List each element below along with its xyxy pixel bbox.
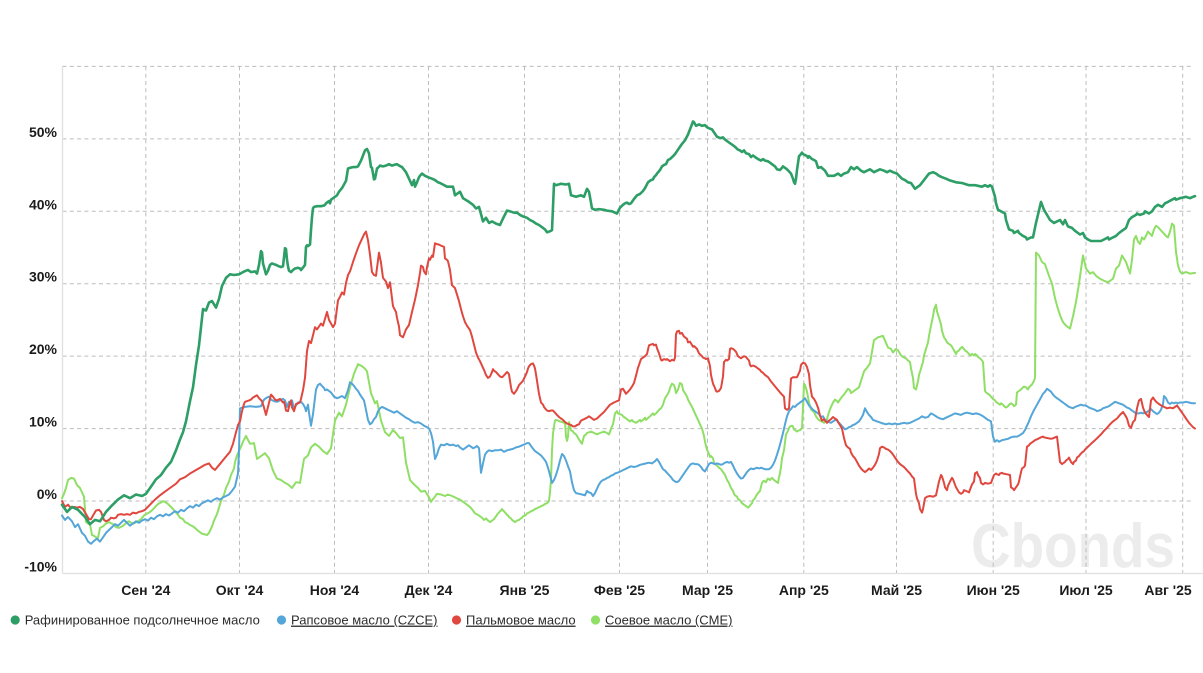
svg-text:Сен '24: Сен '24 bbox=[121, 582, 170, 598]
svg-text:20%: 20% bbox=[29, 341, 58, 357]
svg-text:Мар '25: Мар '25 bbox=[682, 582, 733, 598]
svg-text:Янв '25: Янв '25 bbox=[500, 582, 550, 598]
svg-text:40%: 40% bbox=[29, 196, 58, 212]
svg-text:Пальмовое масло: Пальмовое масло bbox=[466, 613, 576, 628]
svg-text:Ноя '24: Ноя '24 bbox=[310, 582, 360, 598]
svg-text:-10%: -10% bbox=[24, 559, 57, 575]
svg-text:Фев '25: Фев '25 bbox=[594, 582, 645, 598]
svg-text:Авг '25: Авг '25 bbox=[1144, 582, 1192, 598]
svg-text:0%: 0% bbox=[37, 486, 58, 502]
svg-text:Июл '25: Июл '25 bbox=[1059, 582, 1113, 598]
svg-text:Cbonds: Cbonds bbox=[971, 512, 1175, 581]
svg-text:Июн '25: Июн '25 bbox=[967, 582, 1020, 598]
svg-text:Рапсовое масло (CZCE): Рапсовое масло (CZCE) bbox=[291, 613, 438, 628]
svg-text:Окт '24: Окт '24 bbox=[216, 582, 264, 598]
svg-text:Соевое масло (CME): Соевое масло (CME) bbox=[605, 613, 732, 628]
svg-text:Рафинированное подсолнечное ма: Рафинированное подсолнечное масло bbox=[25, 613, 260, 628]
svg-text:Май '25: Май '25 bbox=[871, 582, 922, 598]
svg-text:Дек '24: Дек '24 bbox=[405, 582, 453, 598]
svg-text:10%: 10% bbox=[29, 414, 58, 430]
svg-text:Апр '25: Апр '25 bbox=[779, 582, 829, 598]
svg-text:30%: 30% bbox=[29, 269, 58, 285]
svg-text:50%: 50% bbox=[29, 124, 58, 140]
